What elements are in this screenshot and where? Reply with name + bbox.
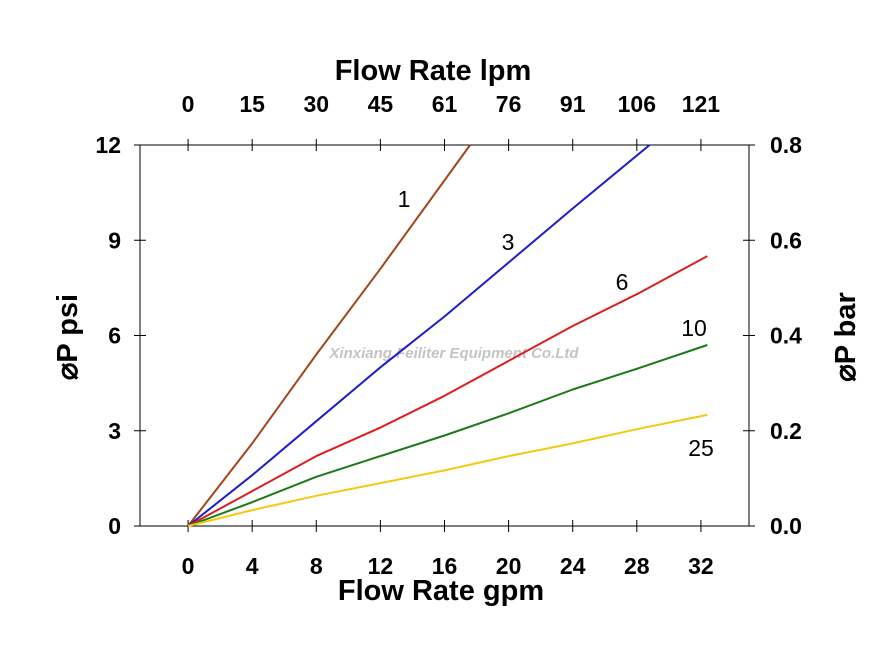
series-label-6: 6	[616, 269, 629, 295]
y-tick-label: 9	[108, 227, 121, 253]
y2-tick-label: 0.2	[770, 418, 802, 444]
top-x-axis-title: Flow Rate lpm	[335, 55, 532, 87]
x-tick-label: 28	[624, 553, 650, 579]
x-tick-label: 20	[496, 553, 522, 579]
x-tick-label: 8	[310, 553, 323, 579]
series-label-25: 25	[688, 435, 714, 461]
y2-tick-label: 0.6	[770, 227, 802, 253]
series-line-6	[187, 255, 708, 527]
right-y-axis-title: ⌀P bar	[830, 292, 862, 381]
series-layer	[187, 144, 708, 527]
series-line-25	[187, 413, 708, 527]
y2-tick-label: 0.4	[770, 323, 802, 349]
x-tick-label: 4	[246, 553, 259, 579]
x2-tick-label: 106	[618, 91, 656, 117]
x2-tick-label: 61	[432, 91, 458, 117]
y-tick-label: 6	[108, 323, 121, 349]
watermark-text: Xinxiang Feiliter Equipment Co.Ltd	[328, 345, 579, 362]
x2-tick-label: 30	[303, 91, 329, 117]
y2-tick-label: 0.0	[770, 513, 802, 539]
y-tick-label: 12	[95, 132, 121, 158]
y-tick-label: 3	[108, 418, 121, 444]
y2-tick-label: 0.8	[770, 132, 802, 158]
x-tick-label: 16	[432, 553, 458, 579]
labels-layer: 1 3 6 10 25	[398, 186, 714, 461]
x-tick-label: 0	[182, 553, 195, 579]
x-tick-label: 32	[688, 553, 714, 579]
left-y-axis-title: ⌀P psi	[52, 294, 84, 380]
series-label-1: 1	[398, 186, 411, 212]
x2-tick-label: 121	[682, 91, 721, 117]
series-line-1	[187, 144, 471, 527]
series-label-3: 3	[502, 229, 515, 255]
x2-tick-label: 0	[182, 91, 195, 117]
series-label-10: 10	[681, 315, 707, 341]
x-tick-label: 24	[560, 553, 586, 579]
ticks-layer: 0041583012451661207624912810632121036912…	[95, 91, 802, 579]
series-line-3	[187, 144, 651, 527]
y-tick-label: 0	[108, 513, 121, 539]
bottom-x-axis-title: Flow Rate gpm	[338, 575, 544, 607]
x2-tick-label: 76	[496, 91, 522, 117]
x-tick-label: 12	[368, 553, 394, 579]
x2-tick-label: 15	[239, 91, 265, 117]
series-line-10	[187, 344, 708, 527]
x2-tick-label: 45	[368, 91, 394, 117]
x2-tick-label: 91	[560, 91, 586, 117]
